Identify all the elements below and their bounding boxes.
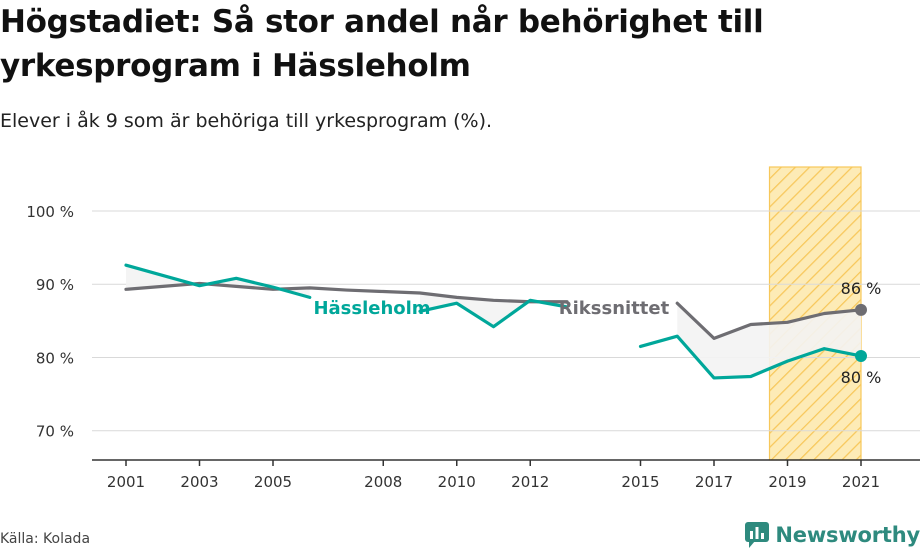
- difference-band-area: [677, 303, 861, 378]
- hassleholm-end-marker: [855, 349, 867, 362]
- x-tick-label: 2012: [511, 473, 549, 491]
- x-tick-label: 2019: [768, 473, 806, 491]
- rikssnittet-end-marker: [855, 303, 867, 316]
- difference-band: [126, 265, 861, 378]
- source-note: Källa: Kolada: [0, 531, 91, 547]
- x-tick-label: 2021: [842, 473, 880, 491]
- x-tick-label: 2001: [107, 473, 145, 491]
- chart-subtitle: Elever i åk 9 som är behöriga till yrkes…: [0, 110, 493, 132]
- rikssnittet-line: [675, 301, 863, 341]
- y-tick-label: 70 %: [36, 423, 74, 441]
- brand-name: Newsworthy: [775, 523, 920, 547]
- newsworthy-logo-icon: [745, 522, 770, 548]
- hassleholm-line: [638, 334, 863, 380]
- difference-band-area: [420, 292, 567, 327]
- x-tick-label: 2017: [695, 473, 733, 491]
- x-tick-label: 2008: [364, 473, 402, 491]
- x-tick-label: 2005: [254, 473, 292, 491]
- x-axis: 2001 2003 2005 2008 2010 2012 2015 2017 2019 2021: [92, 459, 920, 491]
- y-tick-label: 80 %: [36, 349, 74, 367]
- series-lines: [124, 263, 867, 380]
- hassleholm-line: [418, 298, 569, 329]
- x-tick-label: 2015: [621, 473, 659, 491]
- x-tick-label: 2010: [438, 473, 476, 491]
- hassleholm-line: [124, 263, 312, 299]
- x-tick-label: 2003: [180, 473, 218, 491]
- y-tick-label: 100 %: [26, 203, 74, 221]
- series-labels: Hässleholm Rikssnittet 86 % 80 %: [313, 279, 881, 387]
- y-tick-label: 90 %: [36, 276, 74, 294]
- chart-title: Högstadiet: Så stor andel når behörighet…: [0, 4, 764, 84]
- hassleholm-end-label: 80 %: [841, 368, 882, 387]
- difference-band-area: [126, 265, 310, 298]
- rikssnittet-series-label: Rikssnittet: [559, 298, 670, 319]
- rikssnittet-line: [124, 281, 569, 304]
- hassleholm-series-label: Hässleholm: [313, 298, 430, 319]
- brand-logo: Newsworthy: [745, 520, 920, 550]
- rikssnittet-end-label: 86 %: [841, 279, 882, 298]
